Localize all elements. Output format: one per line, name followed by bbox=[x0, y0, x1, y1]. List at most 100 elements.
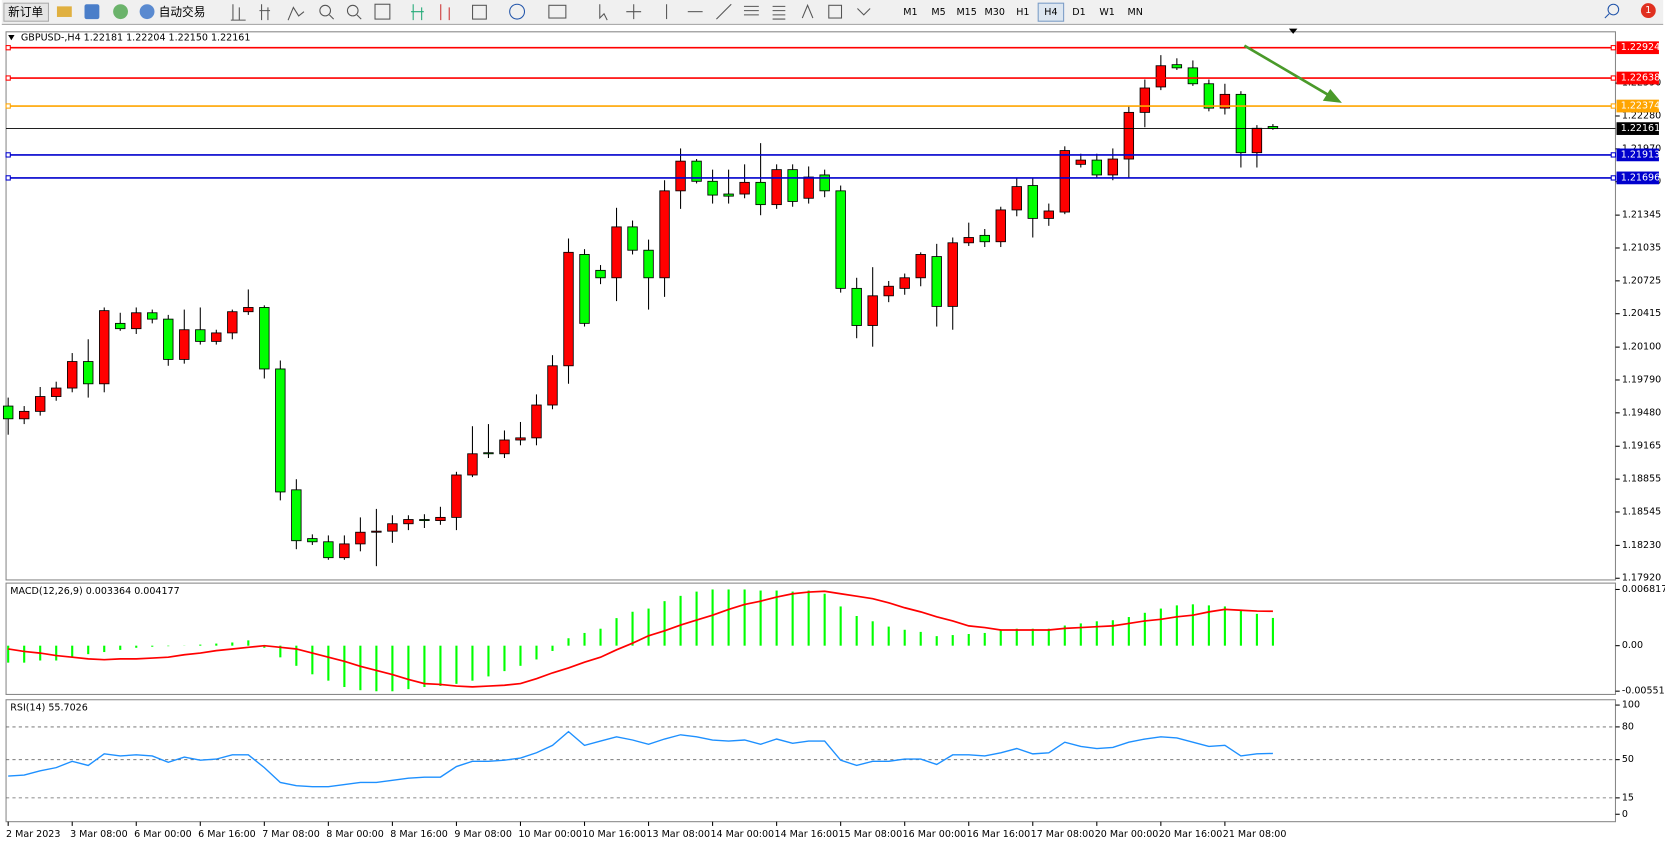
timeframe-button[interactable]: W1 bbox=[1099, 7, 1115, 18]
timeframe-button[interactable]: MN bbox=[1128, 7, 1143, 18]
icon[interactable] bbox=[287, 6, 305, 21]
notification-count[interactable]: 1 bbox=[1645, 5, 1651, 16]
notification-badge[interactable] bbox=[1640, 3, 1656, 19]
icon[interactable] bbox=[346, 4, 359, 17]
timeframe-button[interactable]: D1 bbox=[1072, 7, 1085, 18]
x-tick-label: 20 Mar 16:00 bbox=[1159, 829, 1223, 840]
candle-body bbox=[1187, 67, 1199, 85]
icon[interactable] bbox=[472, 4, 487, 20]
candle-body bbox=[515, 437, 526, 441]
y-tick-label: 1.19165 bbox=[1622, 441, 1661, 452]
x-tick-label: 10 Mar 00:00 bbox=[518, 829, 582, 840]
x-tick-label: 3 Mar 08:00 bbox=[70, 829, 128, 840]
candle-body bbox=[1011, 186, 1022, 211]
candle-body bbox=[307, 538, 318, 543]
x-tick-label: 14 Mar 00:00 bbox=[710, 829, 774, 840]
icon[interactable] bbox=[772, 5, 786, 20]
candle-body bbox=[531, 404, 542, 439]
timeframe-button[interactable]: M1 bbox=[903, 7, 917, 18]
candle-body bbox=[1091, 159, 1103, 176]
icon[interactable] bbox=[828, 4, 843, 19]
timeframe-button[interactable]: M5 bbox=[931, 7, 945, 18]
candle-body bbox=[1027, 185, 1038, 219]
level-label: 1.22638 bbox=[1621, 73, 1660, 84]
candle-body bbox=[51, 387, 62, 397]
icon[interactable] bbox=[329, 14, 335, 20]
y-tick-label: 1.22280 bbox=[1622, 110, 1661, 121]
icon[interactable] bbox=[440, 4, 450, 21]
timeframe-button[interactable]: M30 bbox=[985, 7, 1005, 18]
icon[interactable] bbox=[509, 3, 526, 20]
timeframe-button[interactable]: H1 bbox=[1016, 7, 1029, 18]
icon[interactable] bbox=[626, 4, 642, 20]
plot: 1.225901.222801.219701.216601.213451.210… bbox=[2, 41, 1665, 840]
icon[interactable] bbox=[259, 4, 271, 21]
icon[interactable] bbox=[84, 4, 100, 20]
y-tick-label: 1.19480 bbox=[1622, 407, 1661, 418]
candle-body bbox=[563, 251, 574, 367]
price-label-box bbox=[1616, 122, 1659, 135]
auto-trading-label[interactable]: 自动交易 bbox=[159, 5, 206, 19]
candle-body bbox=[371, 530, 382, 533]
tool-icons bbox=[230, 3, 1620, 21]
icon[interactable] bbox=[113, 4, 128, 20]
y-tick-label: 1.21345 bbox=[1622, 210, 1661, 221]
x-tick-label: 17 Mar 08:00 bbox=[1031, 829, 1095, 840]
arrow-line bbox=[1243, 44, 1330, 97]
candle-body bbox=[835, 190, 846, 289]
icon[interactable] bbox=[56, 6, 72, 17]
candle-body bbox=[659, 190, 670, 279]
candle-body bbox=[131, 312, 142, 330]
candle-body bbox=[771, 169, 782, 206]
menu-triangle[interactable] bbox=[8, 34, 15, 41]
candle-body bbox=[691, 160, 702, 182]
icon[interactable] bbox=[548, 4, 567, 19]
level-label: 1.22374 bbox=[1621, 101, 1660, 112]
y-tick-label: 1.20100 bbox=[1622, 342, 1661, 353]
new-order-label[interactable]: 新订单 bbox=[8, 5, 43, 19]
icon[interactable] bbox=[801, 3, 814, 19]
candle-body bbox=[83, 361, 94, 385]
timeframe-button[interactable]: H4 bbox=[1044, 7, 1057, 18]
level-label: 1.21696 bbox=[1621, 172, 1660, 183]
y-tick-label: 1.21035 bbox=[1622, 242, 1661, 253]
level-label: 1.22924 bbox=[1621, 42, 1660, 53]
x-tick-label: 6 Mar 16:00 bbox=[198, 829, 256, 840]
icon[interactable] bbox=[319, 4, 332, 17]
icon[interactable] bbox=[716, 3, 732, 20]
x-tick-label: 15 Mar 08:00 bbox=[839, 829, 903, 840]
x-tick-label: 20 Mar 00:00 bbox=[1095, 829, 1159, 840]
candle-body bbox=[243, 307, 254, 313]
search-icon[interactable] bbox=[1604, 13, 1610, 19]
candle-body bbox=[803, 176, 814, 199]
candle-body bbox=[1235, 93, 1247, 154]
auto-trading-icon[interactable] bbox=[139, 4, 155, 20]
y-tick-label: 50 bbox=[1622, 754, 1634, 765]
candle-body bbox=[18, 410, 30, 420]
candle-body bbox=[915, 254, 926, 279]
candle-body bbox=[1219, 93, 1231, 109]
x-tick-label: 13 Mar 08:00 bbox=[646, 829, 710, 840]
y-tick-label: 1.20415 bbox=[1622, 308, 1661, 319]
icon[interactable] bbox=[743, 5, 759, 16]
arrow-head bbox=[1322, 89, 1342, 103]
candle-body bbox=[451, 474, 462, 518]
y-tick-label: -0.005518 bbox=[1622, 686, 1665, 697]
search-icon[interactable] bbox=[1607, 3, 1620, 16]
icon[interactable] bbox=[374, 3, 391, 20]
icon[interactable] bbox=[857, 8, 871, 16]
timeframe-button[interactable]: M15 bbox=[956, 7, 976, 18]
icon[interactable] bbox=[356, 14, 362, 20]
icon[interactable] bbox=[230, 4, 246, 21]
candle-body bbox=[899, 277, 910, 289]
candle-body bbox=[67, 361, 78, 389]
candle-body bbox=[419, 519, 430, 521]
new-order-button[interactable] bbox=[3, 2, 49, 22]
candle-body bbox=[259, 307, 270, 370]
icon[interactable] bbox=[599, 4, 608, 21]
candle-body bbox=[627, 226, 638, 251]
level-handle bbox=[1610, 75, 1617, 81]
candle-body bbox=[195, 329, 206, 342]
icon[interactable] bbox=[411, 4, 424, 21]
candle-body bbox=[819, 174, 830, 192]
